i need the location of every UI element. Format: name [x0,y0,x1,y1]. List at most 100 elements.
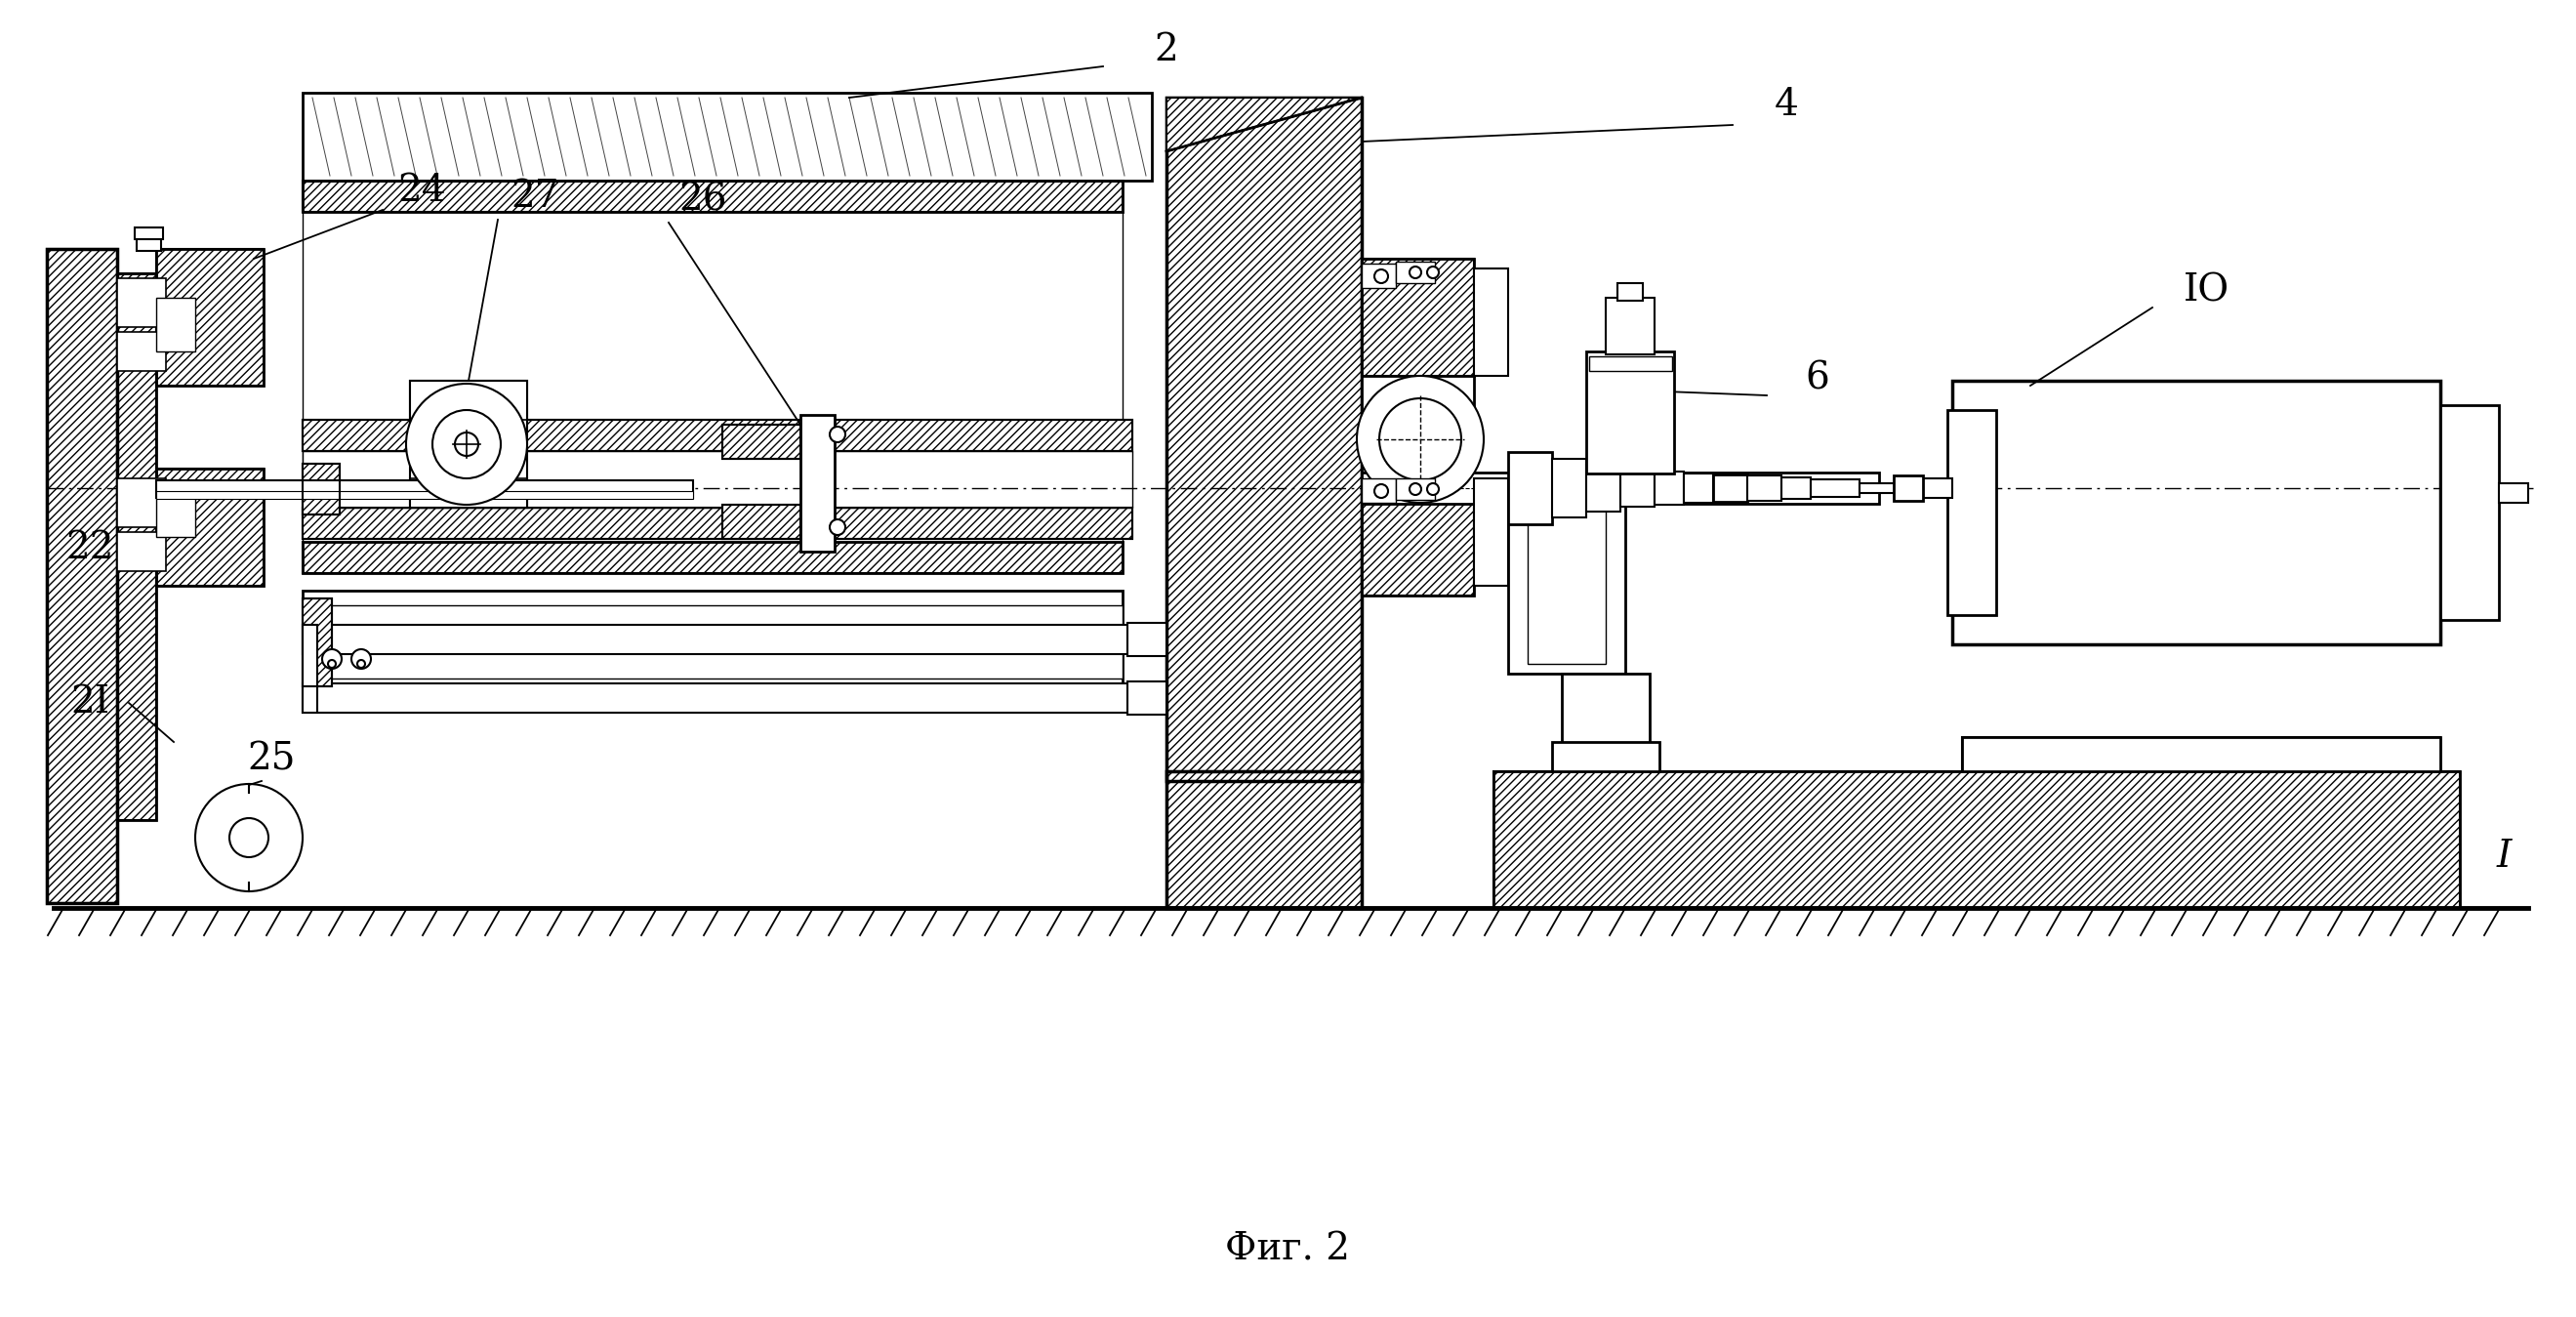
Bar [1561,673,1649,772]
Text: Фиг. 2: Фиг. 2 [1226,1231,1350,1268]
Bar [410,478,528,507]
Bar [301,180,1123,212]
Bar [134,228,162,240]
Bar [1620,470,1654,507]
Bar [157,249,263,386]
Circle shape [350,649,371,669]
Bar [301,464,340,515]
Circle shape [229,818,268,857]
Bar [1893,475,1922,500]
Bar [1783,477,1811,499]
Bar [1922,478,1953,498]
Circle shape [358,660,366,668]
Bar [301,464,340,515]
Bar [1963,738,2439,772]
Bar [1685,474,1713,503]
Bar [1128,681,1167,715]
Bar [157,469,263,586]
Circle shape [1427,266,1440,278]
Bar [1618,283,1643,300]
Text: 2: 2 [1154,33,1180,68]
Bar [1167,772,1363,907]
Bar [301,450,1133,507]
Text: 27: 27 [510,179,559,215]
Bar [1860,483,1947,493]
Bar [301,180,1123,212]
Bar [1553,741,1659,772]
Circle shape [829,427,845,443]
Bar [801,415,835,552]
Text: 6: 6 [1806,361,1829,396]
Bar [301,507,1133,539]
Bar [1507,483,1625,673]
Bar [1811,479,1860,497]
Circle shape [1376,270,1388,283]
Bar [1953,381,2439,644]
Circle shape [1358,375,1484,503]
Circle shape [829,519,845,535]
Bar [721,424,801,458]
Text: 2I: 2I [70,685,108,720]
Bar [301,684,1167,712]
Bar [301,541,1123,573]
Bar [1587,352,1674,474]
Text: 24: 24 [397,173,446,208]
Circle shape [1427,483,1440,495]
Bar [301,420,1133,450]
Bar [157,481,693,498]
Bar [1396,478,1435,500]
Bar [410,478,528,507]
Bar [301,507,1133,539]
Bar [1605,298,1654,354]
Bar [410,381,528,420]
Bar [1363,478,1473,595]
Text: 4: 4 [1775,87,1798,124]
Circle shape [407,383,528,504]
Bar [1363,478,1473,595]
Circle shape [327,660,335,668]
Bar [116,478,165,527]
Bar [1507,452,1553,524]
Bar [410,381,528,420]
Circle shape [1378,398,1461,481]
Bar [1747,475,1783,500]
Bar [116,278,165,327]
Text: I: I [2496,839,2512,876]
Bar [1473,269,1507,375]
Bar [1363,375,1473,503]
Bar [1363,258,1473,375]
Bar [1167,97,1363,781]
Bar [1363,473,1878,504]
Bar [301,624,317,712]
Bar [46,249,116,903]
Bar [1363,258,1473,375]
Bar [157,491,693,499]
Bar [157,298,196,352]
Circle shape [456,432,479,456]
Bar [1713,474,1747,502]
Bar [157,483,196,537]
Bar [1363,263,1396,288]
Polygon shape [1167,97,1363,151]
Bar [301,92,1151,180]
Bar [301,590,1123,693]
Bar [157,249,263,386]
Bar [2499,483,2527,503]
Circle shape [196,784,301,892]
Bar [1494,772,2460,907]
Bar [301,420,1133,450]
Text: 25: 25 [247,741,296,777]
Bar [116,332,165,371]
Text: 22: 22 [64,531,113,566]
Text: 26: 26 [677,182,726,219]
Circle shape [1409,266,1422,278]
Bar [301,541,1123,573]
Bar [301,598,332,686]
Bar [1587,465,1620,511]
Bar [301,606,1123,678]
Bar [46,249,116,903]
Bar [1167,97,1363,781]
Bar [1363,478,1396,503]
Circle shape [433,410,500,478]
Bar [1473,478,1507,586]
